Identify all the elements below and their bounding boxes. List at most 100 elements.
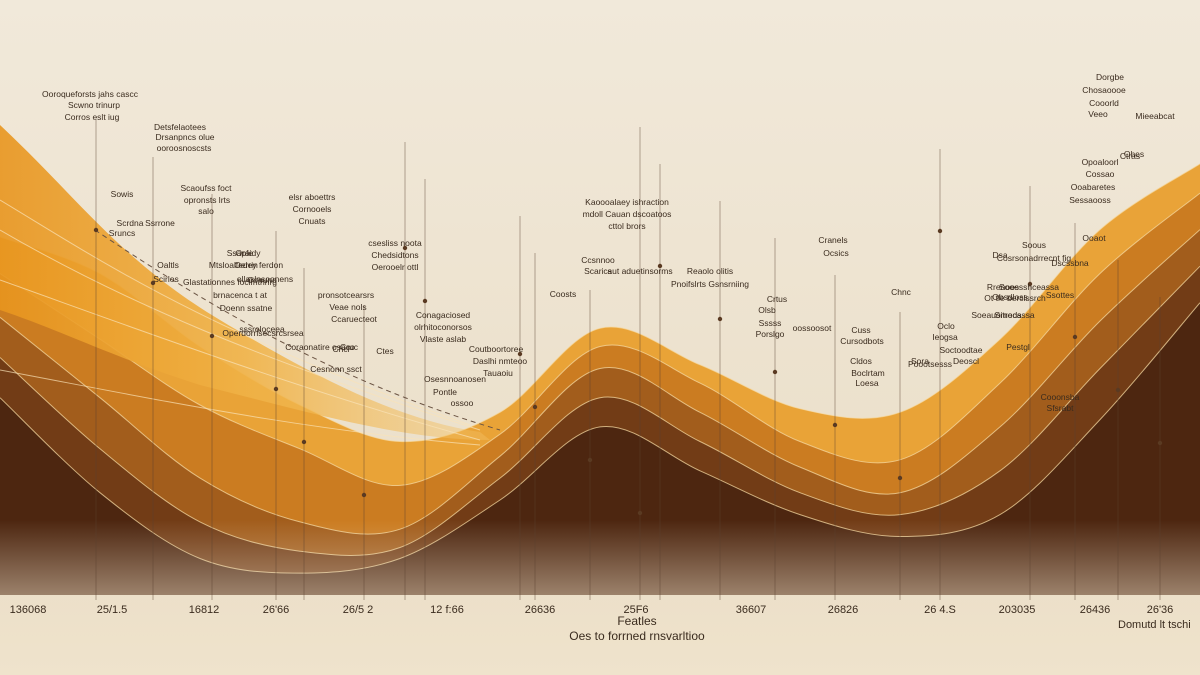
annotation-52: cttol brors xyxy=(608,221,645,231)
dashed-trend-line xyxy=(94,229,501,431)
x-tick-label-5: 26/5 2 xyxy=(343,604,374,616)
annotation-32: Chedsidtons xyxy=(371,250,418,260)
annotation-83: Dorgbe xyxy=(1096,72,1124,82)
leader-marker-5 xyxy=(301,439,307,445)
annotation-87: Opoaloorl xyxy=(1082,157,1119,167)
x-tick-label-10: 26826 xyxy=(828,604,859,616)
annotation-34: pronsotcearsrs xyxy=(318,290,374,300)
annotation-90: Ooabaretes xyxy=(1071,182,1115,192)
annotation-10: Ssrrone xyxy=(145,218,175,228)
annotation-84: Chosaoooe xyxy=(1082,85,1126,95)
annotation-18: Conuno xyxy=(247,275,277,285)
x-tick-label-9: 36607 xyxy=(736,604,767,616)
annotation-102: Cooonsba xyxy=(1041,392,1080,402)
annotation-26: Oraidy xyxy=(235,248,261,258)
leader-marker-3 xyxy=(209,333,215,339)
annotation-39: Chcl xyxy=(332,344,349,354)
leader-marker-20 xyxy=(1072,334,1078,340)
x-tick-label-7: 26636 xyxy=(525,604,556,616)
annotation-51: mdoll Cauan dscoatoos xyxy=(583,209,672,219)
x-axis-ticks: 136068 25/1.5 16812 26'66 26/5 2 12 f:66 26636… xyxy=(10,604,1174,616)
ribbon-curve-2 xyxy=(0,279,481,441)
annotation-33: Oerooelr ottl xyxy=(372,262,419,272)
annotation-74: Sora xyxy=(911,356,929,366)
annotation-60: Ocsics xyxy=(823,248,849,258)
annotation-2: Scwno trinurp xyxy=(68,100,120,110)
annotation-89: Ohes xyxy=(1124,149,1144,159)
x-tick-label-2: 25/1.5 xyxy=(97,604,128,616)
annotation-48: Daslhi nmteoo xyxy=(473,356,528,366)
annotation-54: Scarics xyxy=(584,266,612,276)
annotation-55: Coosts xyxy=(550,289,576,299)
leader-marker-17 xyxy=(897,475,903,481)
annotation-69: Boclrtam xyxy=(851,368,885,378)
annotation-66: Cuss xyxy=(851,325,870,335)
annotation-70: Loesa xyxy=(855,378,878,388)
annotation-73: Ieogsa xyxy=(932,332,958,342)
annotation-49: Tauaoiu xyxy=(483,368,513,378)
annotation-4: Detsfelaotees xyxy=(154,122,206,132)
right-tick-label: Domutd lt tschi xyxy=(1118,619,1191,631)
x-tick-label-11: 26 4.S xyxy=(924,604,956,616)
annotation-37: Cruc xyxy=(340,342,359,352)
ribbon-curve-3 xyxy=(0,369,481,446)
annotation-7: Sowis xyxy=(111,189,134,199)
ribbon-curve-4 xyxy=(0,199,471,426)
annotation-79: Cosrsonadrrecnt fig xyxy=(997,253,1071,263)
annotation-5: Drsanpncs olue xyxy=(155,132,214,142)
ribbon-curve-1 xyxy=(0,229,481,431)
annotation-29: sssroloceea xyxy=(239,324,285,334)
annotation-13: Scaoufss foct xyxy=(180,183,232,193)
ribbon-curves xyxy=(0,199,481,446)
annotation-16: Ssapfe xyxy=(227,248,254,258)
annotation-64: Porslgo xyxy=(756,329,785,339)
annotation-43: olrhitoconorsos xyxy=(414,322,472,332)
leader-marker-19 xyxy=(1027,281,1033,287)
leader-marker-11 xyxy=(587,457,593,463)
annotation-57: Reaolo olitis xyxy=(687,266,733,276)
annotation-leaders xyxy=(93,120,1163,600)
annotation-21: Operdorrlsecsrcsrsea xyxy=(222,328,304,338)
annotation-6: ooroosnoscsts xyxy=(157,143,212,153)
annotation-63: Sssss xyxy=(759,318,782,328)
annotation-53: Ccsnnoo xyxy=(581,255,615,265)
annotation-77: Deoscl xyxy=(953,356,979,366)
annotation-28: ollaslnsoonens xyxy=(237,274,293,284)
leader-marker-14 xyxy=(717,316,723,322)
annotation-22: Doenn ssatne xyxy=(220,303,273,313)
bottom-fade xyxy=(0,520,1200,675)
annotation-68: Cldos xyxy=(850,356,872,366)
annotation-14: opronsts lrts xyxy=(184,195,230,205)
annotation-36: Ccaruecteot xyxy=(331,314,377,324)
annotation-12: Scirlos xyxy=(153,274,179,284)
annotation-86: Veeo xyxy=(1088,109,1108,119)
annotation-99: Obsdloss xyxy=(992,292,1027,302)
annotation-96: Dscssbna xyxy=(1051,258,1089,268)
leader-marker-6 xyxy=(361,492,367,498)
annotation-20: brnacenca t at xyxy=(213,290,268,300)
annotation-93: Ctras xyxy=(1120,151,1140,161)
annotation-76: Soctoodtae xyxy=(939,345,982,355)
annotation-50: Kaoooalaey ishraction xyxy=(585,197,669,207)
annotation-27: Mtsloaltedey ferdon xyxy=(209,260,283,270)
annotation-15: salo xyxy=(198,206,214,216)
series-line-3 xyxy=(0,229,1200,535)
annotation-67: Cursodbots xyxy=(840,336,883,346)
x-axis-title-line-2: Oes to forrned rnsvarltioo xyxy=(569,629,705,643)
annotation-3: Corros eslt iug xyxy=(65,112,120,122)
leader-marker-13 xyxy=(657,263,663,269)
annotation-95: Ooaot xyxy=(1082,233,1106,243)
annotation-62: Olsb xyxy=(758,305,776,315)
x-tick-label-8: 25F6 xyxy=(623,604,648,616)
annotation-98: Rrenoes xyxy=(987,282,1019,292)
annotation-59: Cranels xyxy=(818,235,847,245)
area-series-5 xyxy=(0,302,1200,595)
annotation-19: Glastationnes foclfnthnrg xyxy=(183,277,277,287)
annotation-82: Soeauoitrecassa xyxy=(971,310,1035,320)
leader-marker-22 xyxy=(1157,440,1163,446)
annotation-40: Cesnonn ssct xyxy=(310,364,362,374)
x-tick-label-4: 26'66 xyxy=(263,604,290,616)
annotation-23: elsr aboettrs xyxy=(289,192,336,202)
